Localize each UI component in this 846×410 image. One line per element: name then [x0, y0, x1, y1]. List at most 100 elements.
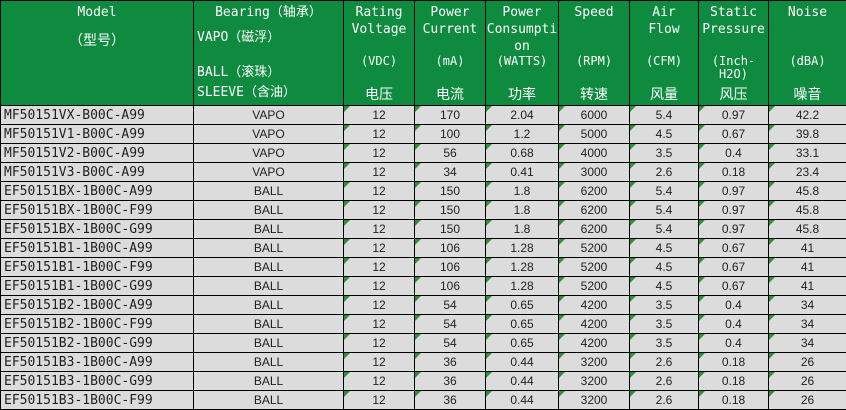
- watts-cell[interactable]: 0.44: [486, 353, 559, 372]
- pressure-cell[interactable]: 0.67: [699, 125, 769, 144]
- speed-cell[interactable]: 5200: [559, 239, 630, 258]
- model-cell[interactable]: EF50151B3-1B00C-G99: [1, 372, 194, 391]
- bearing-cell[interactable]: VAPO: [194, 144, 344, 163]
- bearing-cell[interactable]: VAPO: [194, 163, 344, 182]
- noise-cell[interactable]: 45.8: [769, 201, 846, 220]
- voltage-cell[interactable]: 12: [344, 144, 415, 163]
- speed-cell[interactable]: 4200: [559, 296, 630, 315]
- noise-cell[interactable]: 33.1: [769, 144, 846, 163]
- noise-cell[interactable]: 42.2: [769, 106, 846, 125]
- airflow-cell[interactable]: 5.4: [630, 106, 699, 125]
- column-header-noise[interactable]: Noise(dBA)噪音: [769, 1, 846, 106]
- noise-cell[interactable]: 39.8: [769, 125, 846, 144]
- bearing-cell[interactable]: BALL: [194, 258, 344, 277]
- bearing-cell[interactable]: BALL: [194, 315, 344, 334]
- noise-cell[interactable]: 34: [769, 296, 846, 315]
- pressure-cell[interactable]: 0.4: [699, 315, 769, 334]
- airflow-cell[interactable]: 3.5: [630, 334, 699, 353]
- airflow-cell[interactable]: 3.5: [630, 315, 699, 334]
- watts-cell[interactable]: 0.44: [486, 391, 559, 410]
- voltage-cell[interactable]: 12: [344, 125, 415, 144]
- model-cell[interactable]: MF50151V1-B00C-A99: [1, 125, 194, 144]
- model-cell[interactable]: EF50151B2-1B00C-F99: [1, 315, 194, 334]
- airflow-cell[interactable]: 5.4: [630, 201, 699, 220]
- airflow-cell[interactable]: 5.4: [630, 220, 699, 239]
- model-cell[interactable]: EF50151BX-1B00C-F99: [1, 201, 194, 220]
- airflow-cell[interactable]: 4.5: [630, 258, 699, 277]
- voltage-cell[interactable]: 12: [344, 106, 415, 125]
- voltage-cell[interactable]: 12: [344, 391, 415, 410]
- current-cell[interactable]: 54: [415, 334, 486, 353]
- column-header-speed[interactable]: Speed(RPM)转速: [559, 1, 630, 106]
- airflow-cell[interactable]: 4.5: [630, 125, 699, 144]
- bearing-cell[interactable]: VAPO: [194, 125, 344, 144]
- pressure-cell[interactable]: 0.18: [699, 163, 769, 182]
- watts-cell[interactable]: 0.65: [486, 315, 559, 334]
- model-cell[interactable]: MF50151V2-B00C-A99: [1, 144, 194, 163]
- voltage-cell[interactable]: 12: [344, 277, 415, 296]
- model-cell[interactable]: EF50151B2-1B00C-A99: [1, 296, 194, 315]
- model-cell[interactable]: EF50151B2-1B00C-G99: [1, 334, 194, 353]
- current-cell[interactable]: 106: [415, 277, 486, 296]
- speed-cell[interactable]: 6000: [559, 106, 630, 125]
- airflow-cell[interactable]: 2.6: [630, 163, 699, 182]
- current-cell[interactable]: 36: [415, 353, 486, 372]
- model-cell[interactable]: EF50151B1-1B00C-F99: [1, 258, 194, 277]
- noise-cell[interactable]: 34: [769, 315, 846, 334]
- bearing-cell[interactable]: BALL: [194, 182, 344, 201]
- watts-cell[interactable]: 2.04: [486, 106, 559, 125]
- speed-cell[interactable]: 6200: [559, 182, 630, 201]
- watts-cell[interactable]: 1.28: [486, 277, 559, 296]
- current-cell[interactable]: 106: [415, 258, 486, 277]
- model-cell[interactable]: EF50151B1-1B00C-G99: [1, 277, 194, 296]
- current-cell[interactable]: 34: [415, 163, 486, 182]
- column-header-model[interactable]: Model （型号）: [1, 1, 194, 106]
- watts-cell[interactable]: 1.8: [486, 220, 559, 239]
- model-cell[interactable]: EF50151B3-1B00C-A99: [1, 353, 194, 372]
- airflow-cell[interactable]: 4.5: [630, 239, 699, 258]
- noise-cell[interactable]: 45.8: [769, 220, 846, 239]
- noise-cell[interactable]: 41: [769, 239, 846, 258]
- current-cell[interactable]: 150: [415, 201, 486, 220]
- speed-cell[interactable]: 3200: [559, 372, 630, 391]
- voltage-cell[interactable]: 12: [344, 334, 415, 353]
- voltage-cell[interactable]: 12: [344, 163, 415, 182]
- watts-cell[interactable]: 0.44: [486, 372, 559, 391]
- model-cell[interactable]: EF50151B1-1B00C-A99: [1, 239, 194, 258]
- pressure-cell[interactable]: 0.4: [699, 296, 769, 315]
- pressure-cell[interactable]: 0.97: [699, 106, 769, 125]
- current-cell[interactable]: 170: [415, 106, 486, 125]
- bearing-cell[interactable]: BALL: [194, 296, 344, 315]
- noise-cell[interactable]: 26: [769, 353, 846, 372]
- bearing-cell[interactable]: BALL: [194, 353, 344, 372]
- airflow-cell[interactable]: 4.5: [630, 277, 699, 296]
- pressure-cell[interactable]: 0.97: [699, 220, 769, 239]
- speed-cell[interactable]: 3000: [559, 163, 630, 182]
- pressure-cell[interactable]: 0.4: [699, 334, 769, 353]
- noise-cell[interactable]: 41: [769, 258, 846, 277]
- model-cell[interactable]: EF50151B3-1B00C-F99: [1, 391, 194, 410]
- voltage-cell[interactable]: 12: [344, 220, 415, 239]
- current-cell[interactable]: 54: [415, 296, 486, 315]
- bearing-cell[interactable]: BALL: [194, 201, 344, 220]
- noise-cell[interactable]: 26: [769, 372, 846, 391]
- noise-cell[interactable]: 41: [769, 277, 846, 296]
- watts-cell[interactable]: 1.28: [486, 239, 559, 258]
- airflow-cell[interactable]: 2.6: [630, 391, 699, 410]
- airflow-cell[interactable]: 2.6: [630, 353, 699, 372]
- model-cell[interactable]: EF50151BX-1B00C-G99: [1, 220, 194, 239]
- column-header-bearing[interactable]: Bearing（轴承） VAPO（磁浮） BALL（滚珠） SLEEVE（含油）: [194, 1, 344, 106]
- noise-cell[interactable]: 23.4: [769, 163, 846, 182]
- watts-cell[interactable]: 0.65: [486, 296, 559, 315]
- airflow-cell[interactable]: 3.5: [630, 144, 699, 163]
- voltage-cell[interactable]: 12: [344, 258, 415, 277]
- noise-cell[interactable]: 45.8: [769, 182, 846, 201]
- pressure-cell[interactable]: 0.18: [699, 372, 769, 391]
- pressure-cell[interactable]: 0.97: [699, 182, 769, 201]
- model-cell[interactable]: EF50151BX-1B00C-A99: [1, 182, 194, 201]
- voltage-cell[interactable]: 12: [344, 239, 415, 258]
